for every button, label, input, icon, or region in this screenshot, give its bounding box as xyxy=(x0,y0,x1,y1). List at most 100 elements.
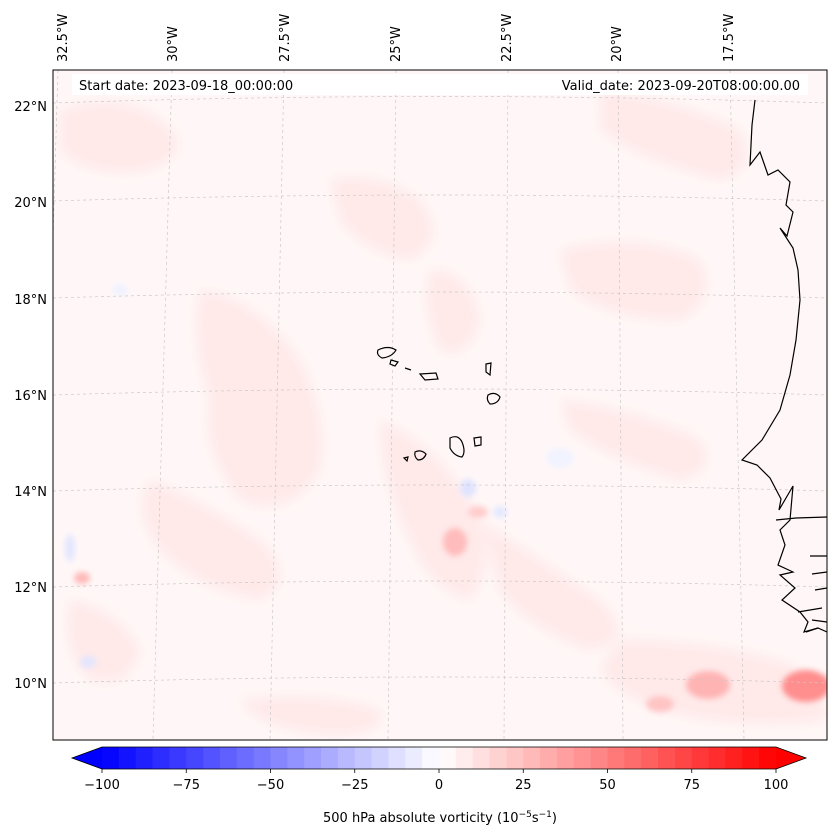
island-sao-vicente xyxy=(389,359,400,367)
gridline-lon-27.5 xyxy=(269,70,285,740)
colorbar-swatch xyxy=(186,747,204,769)
lon-label: 32.5°W xyxy=(56,14,71,62)
graticule xyxy=(53,70,827,740)
lon-label: 25°W xyxy=(389,26,404,62)
gridline-lat-22 xyxy=(53,96,827,104)
lon-label: 20°W xyxy=(610,26,625,62)
colorbar-swatch xyxy=(219,747,238,769)
colorbar-tick-label: 50 xyxy=(599,778,616,793)
lat-label: 18°N xyxy=(14,293,47,308)
lat-label: 16°N xyxy=(14,389,47,404)
colorbar-swatch xyxy=(270,747,288,769)
island-santo-antao xyxy=(376,346,397,359)
gridline-lon-20 xyxy=(617,70,624,740)
colorbar-swatch xyxy=(203,747,221,769)
lon-label: 27.5°W xyxy=(278,14,293,62)
colorbar-swatch xyxy=(759,747,777,769)
lat-label: 12°N xyxy=(14,581,47,596)
colorbar-swatch xyxy=(489,747,507,769)
colorbar-swatch xyxy=(287,747,305,769)
gambia-border xyxy=(775,516,827,521)
colorbar-extend-min xyxy=(72,747,102,769)
latitude-labels: 22°N 20°N 18°N 16°N 14°N 12°N 10°N xyxy=(14,100,47,692)
africa-coastline xyxy=(740,99,827,633)
gridline-lat-12 xyxy=(53,580,827,588)
colorbar-swatch xyxy=(472,747,491,769)
colorbar-swatch xyxy=(388,747,406,769)
colorbar-swatch xyxy=(725,747,743,769)
colorbar-swatch xyxy=(523,747,541,769)
colorbar-tick-label: −75 xyxy=(173,778,200,793)
valid-date-label: Valid_date: 2023-09-20T08:00:00.00 xyxy=(562,79,800,94)
colorbar-swatch xyxy=(506,747,524,769)
gridline-lat-20 xyxy=(53,194,827,202)
colorbar-swatch xyxy=(253,747,272,769)
colorbar-extend-max xyxy=(776,747,806,769)
colorbar-swatch xyxy=(607,747,625,769)
start-date-label: Start date: 2023-09-18_00:00:00 xyxy=(79,79,293,94)
island-sal xyxy=(485,362,492,377)
colorbar-swatches xyxy=(102,747,777,769)
colorbar-swatch xyxy=(102,747,120,769)
colorbar-swatch xyxy=(641,747,659,769)
colorbar-tick-label: 75 xyxy=(683,778,700,793)
guinea-islands xyxy=(797,555,827,633)
lon-label: 17.5°W xyxy=(722,14,737,62)
gridline-lon-22.5 xyxy=(503,70,509,740)
colorbar-tick-label: −25 xyxy=(341,778,368,793)
colorbar-swatch xyxy=(337,747,356,769)
lat-label: 14°N xyxy=(14,485,47,500)
colorbar-swatch xyxy=(691,747,710,769)
map-background xyxy=(53,70,827,740)
map-frame xyxy=(52,69,828,741)
gridline-lat-10 xyxy=(53,676,827,684)
colorbar-swatch xyxy=(590,747,609,769)
colorbar-tick-label: 100 xyxy=(764,778,789,793)
colorbar-swatch xyxy=(236,747,255,769)
colorbar-swatch xyxy=(152,747,170,769)
colorbar: −100 −75 −50 −25 0 25 50 75 100 500 hPa absolute… xyxy=(70,746,808,826)
colorbar-swatch xyxy=(658,747,676,769)
coastlines xyxy=(376,99,827,633)
colorbar-swatch xyxy=(624,747,642,769)
island-santiago xyxy=(449,436,465,458)
vorticity-field xyxy=(60,90,827,735)
colorbar-swatch xyxy=(439,747,457,769)
stronger-anomalies xyxy=(65,284,827,712)
date-banner xyxy=(72,74,808,95)
colorbar-swatch xyxy=(371,747,390,769)
colorbar-swatch xyxy=(742,747,760,769)
colorbar-swatch xyxy=(674,747,693,769)
colorbar-swatch xyxy=(405,747,423,769)
gridline-lon-30 xyxy=(152,70,173,740)
colorbar-swatch xyxy=(540,747,558,769)
lat-label: 22°N xyxy=(14,100,47,115)
gridline-lon-17.5 xyxy=(729,70,745,740)
gridline-lat-18 xyxy=(53,291,827,299)
lon-label: 22.5°W xyxy=(500,14,515,62)
colorbar-swatch xyxy=(304,747,322,769)
colorbar-swatch xyxy=(556,747,575,769)
lon-label: 30°W xyxy=(166,26,181,62)
colorbar-swatch xyxy=(573,747,592,769)
lat-label: 10°N xyxy=(14,677,47,692)
island-boa-vista xyxy=(486,392,501,405)
island-sao-nicolau xyxy=(418,372,439,381)
colorbar-swatch xyxy=(118,747,137,769)
colorbar-swatch xyxy=(321,747,339,769)
island-maio xyxy=(473,436,482,447)
colorbar-swatch xyxy=(455,747,474,769)
gridline-lat-16 xyxy=(53,388,827,396)
colorbar-tick-label: −50 xyxy=(257,778,284,793)
map-panel: Start date: 2023-09-18_00:00:00 Valid_da… xyxy=(52,69,828,741)
colorbar-tick-label: 25 xyxy=(515,778,532,793)
longitude-labels: 32.5°W 30°W 27.5°W 25°W 22.5°W 20°W 17.5… xyxy=(56,14,737,62)
colorbar-swatch xyxy=(169,747,187,769)
gridline-lat-14 xyxy=(53,484,827,492)
colorbar-tick-label: −100 xyxy=(84,778,120,793)
colorbar-swatch xyxy=(708,747,727,769)
island-santa-luzia xyxy=(404,367,412,371)
colorbar-swatch xyxy=(354,747,373,769)
colorbar-swatch xyxy=(135,747,154,769)
